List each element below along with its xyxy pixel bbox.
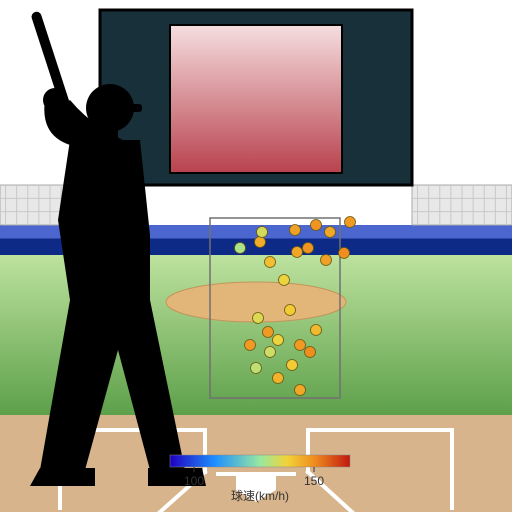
pitch-marker xyxy=(311,325,322,336)
legend-tick: 100 xyxy=(184,474,204,488)
legend-colorbar xyxy=(170,455,350,467)
pitch-marker xyxy=(257,227,268,238)
pitch-marker xyxy=(290,225,301,236)
scoreboard-screen xyxy=(170,25,342,173)
pitch-marker xyxy=(287,360,298,371)
pitch-marker xyxy=(273,373,284,384)
pitch-marker xyxy=(273,335,284,346)
pitch-marker xyxy=(339,248,350,259)
chart-svg: 100 150 球速(km/h) xyxy=(0,0,512,512)
pitch-marker xyxy=(321,255,332,266)
pitch-marker xyxy=(292,247,303,258)
pitch-marker xyxy=(345,217,356,228)
pitch-marker xyxy=(325,227,336,238)
pitch-marker xyxy=(295,340,306,351)
legend-tick: 150 xyxy=(304,474,324,488)
legend-label: 球速(km/h) xyxy=(231,489,289,503)
pitch-marker xyxy=(303,243,314,254)
pitch-marker xyxy=(265,347,276,358)
pitch-marker xyxy=(235,243,246,254)
pitch-marker xyxy=(311,220,322,231)
pitch-marker xyxy=(251,363,262,374)
stands-right xyxy=(412,185,512,225)
pitch-marker xyxy=(255,237,266,248)
pitch-marker xyxy=(253,313,264,324)
pitch-marker xyxy=(295,385,306,396)
pitch-marker xyxy=(245,340,256,351)
pitch-marker xyxy=(305,347,316,358)
pitch-marker xyxy=(285,305,296,316)
pitch-location-chart: 100 150 球速(km/h) xyxy=(0,0,512,512)
pitch-marker xyxy=(263,327,274,338)
pitch-marker xyxy=(279,275,290,286)
pitch-marker xyxy=(265,257,276,268)
